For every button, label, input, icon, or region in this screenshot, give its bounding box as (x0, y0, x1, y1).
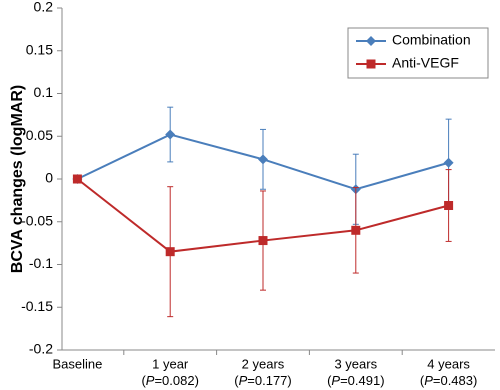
x-tick-label: 3 years (334, 356, 377, 371)
y-tick-label: 0.05 (26, 127, 53, 143)
y-tick-label: 0.15 (26, 41, 53, 57)
point (165, 129, 176, 140)
x-tick-label: 1 year (152, 356, 189, 371)
point (444, 201, 454, 211)
point (443, 157, 454, 168)
y-tick-label: 0.2 (34, 0, 54, 15)
legend: Combination Anti-VEGF (347, 27, 489, 79)
legend-label: Anti-VEGF (392, 55, 459, 71)
point (72, 174, 82, 184)
x-tick-sublabel: (P=0.082) (141, 373, 198, 388)
y-tick-label: -0.15 (21, 298, 53, 314)
point (351, 225, 361, 235)
x-tick-label: 2 years (242, 356, 285, 371)
x-tick-sublabel: (P=0.491) (327, 373, 384, 388)
x-tick-sublabel: (P=0.177) (234, 373, 291, 388)
y-tick-label: -0.2 (29, 341, 53, 357)
y-tick-label: 0.1 (34, 84, 54, 100)
legend-marker (366, 36, 376, 46)
y-tick-label: 0 (45, 170, 53, 186)
legend-marker (366, 59, 376, 69)
y-axis-label: BCVA changes (logMAR) (9, 85, 26, 273)
point (165, 247, 175, 257)
y-tick-label: -0.1 (29, 255, 53, 271)
y-tick-label: -0.05 (21, 212, 53, 228)
x-tick-sublabel: (P=0.483) (420, 373, 477, 388)
point (258, 154, 268, 165)
point (258, 236, 268, 246)
x-tick-label: 4 years (427, 356, 470, 371)
legend-label: Combination (392, 32, 471, 48)
legend-box (347, 27, 489, 79)
x-tick-label: Baseline (52, 356, 102, 371)
